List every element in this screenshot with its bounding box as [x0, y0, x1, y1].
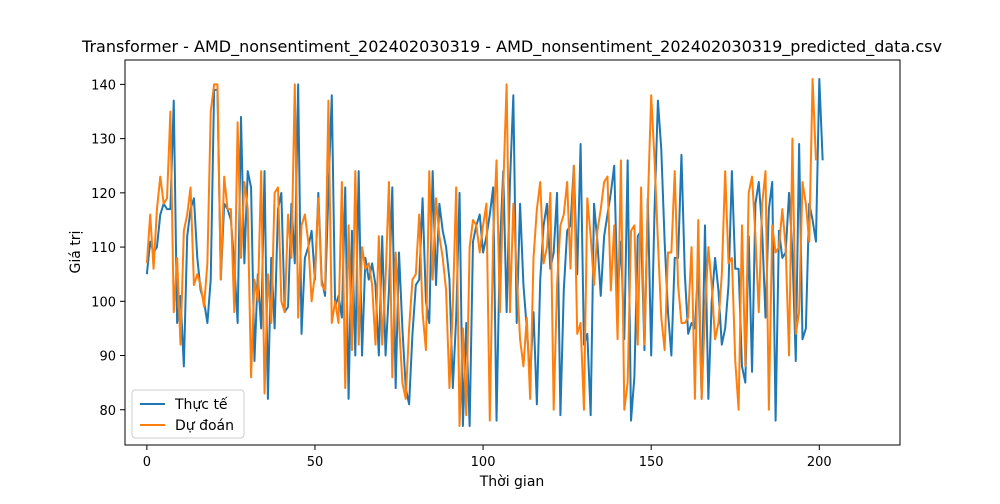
x-tick-label: 200: [807, 455, 832, 470]
x-tick-label: 100: [471, 455, 496, 470]
y-axis-label: Giá trị: [68, 231, 84, 274]
y-tick-label: 140: [91, 78, 116, 93]
plot-frame: [124, 59, 901, 446]
series-line-actual: [145, 77, 824, 428]
x-axis-ticks: 0 50 100 150 200: [143, 445, 832, 470]
y-tick-label: 130: [91, 133, 116, 148]
x-tick-label: 0: [143, 455, 151, 470]
x-tick-label: 50: [307, 455, 324, 470]
y-axis-ticks: 80 90 100 110 120 130 140: [91, 78, 125, 419]
legend-label-predicted: Dự đoán: [175, 418, 234, 434]
x-tick-label: 150: [639, 455, 664, 470]
y-tick-label: 100: [91, 295, 116, 310]
y-tick-label: 90: [99, 350, 116, 365]
chart-title: Transformer - AMD_nonsentiment_202402030…: [81, 37, 942, 57]
legend: Thực tế Dự đoán: [131, 389, 245, 439]
legend-label-actual: Thực tế: [174, 396, 228, 413]
y-tick-label: 80: [99, 404, 116, 419]
series-layer: [145, 77, 824, 428]
y-tick-label: 110: [91, 241, 116, 256]
series-line-predicted: [145, 77, 817, 428]
y-tick-label: 120: [91, 187, 116, 202]
x-axis-label: Thời gian: [479, 474, 545, 490]
